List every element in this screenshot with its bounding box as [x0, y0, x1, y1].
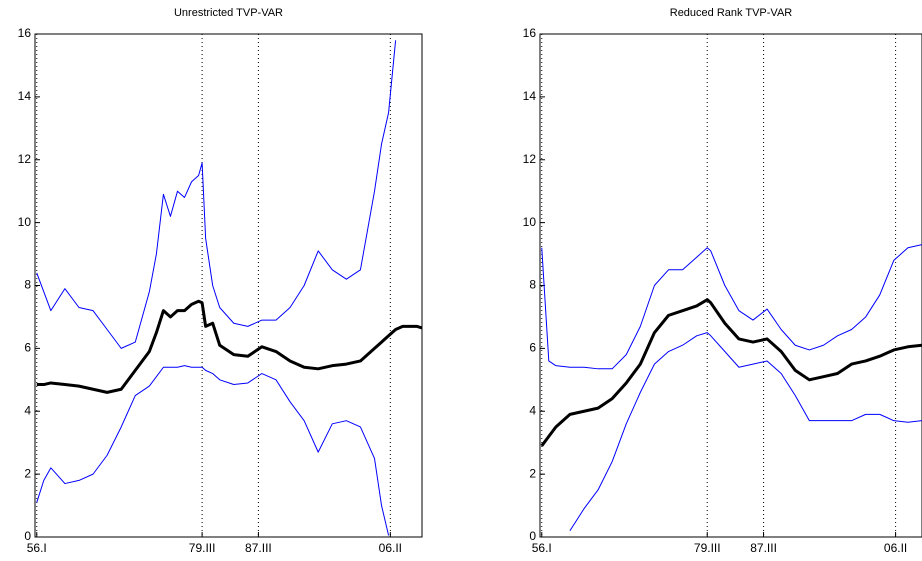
y-tick-label: 16: [523, 26, 537, 40]
y-tick-label: 12: [18, 152, 32, 166]
series-line: [540, 298, 922, 447]
plot-area: [540, 244, 922, 531]
y-tick-label: 16: [18, 26, 32, 40]
y-tick-label: 8: [529, 278, 536, 292]
y-tick-label: 4: [529, 403, 536, 417]
y-tick-label: 4: [24, 403, 31, 417]
x-tick-label: 06.II: [379, 541, 402, 555]
y-tick-label: 0: [529, 529, 536, 543]
plot-frame: [539, 33, 922, 538]
chart-title: Unrestricted TVP-VAR: [174, 7, 283, 19]
y-tick-label: 8: [24, 278, 31, 292]
y-tick-label: 12: [523, 152, 537, 166]
y-tick-label: 2: [24, 466, 31, 480]
chart-title: Reduced Rank TVP-VAR: [670, 7, 793, 19]
y-tick-label: 10: [18, 215, 32, 229]
x-tick-label: 79.III: [189, 541, 216, 555]
y-tick-label: 2: [529, 466, 536, 480]
x-tick-label: 79.III: [694, 541, 721, 555]
y-tick-label: 14: [523, 89, 537, 103]
series-line: [36, 40, 397, 349]
plot-frame: [34, 33, 423, 538]
y-tick-label: 6: [24, 341, 31, 355]
series-line: [541, 244, 922, 370]
series-line: [36, 365, 390, 536]
series-line: [569, 332, 922, 531]
y-tick-label: 10: [523, 215, 537, 229]
x-tick-label: 87.III: [750, 541, 777, 555]
plot-area: [36, 40, 422, 536]
y-tick-label: 14: [18, 89, 32, 103]
x-tick-label: 56.I: [532, 541, 552, 555]
y-tick-label: 6: [529, 341, 536, 355]
x-tick-label: 56.I: [27, 541, 47, 555]
x-tick-label: 87.III: [245, 541, 272, 555]
y-tick-label: 0: [24, 529, 31, 543]
x-tick-label: 06.II: [884, 541, 907, 555]
series-line: [36, 299, 422, 394]
